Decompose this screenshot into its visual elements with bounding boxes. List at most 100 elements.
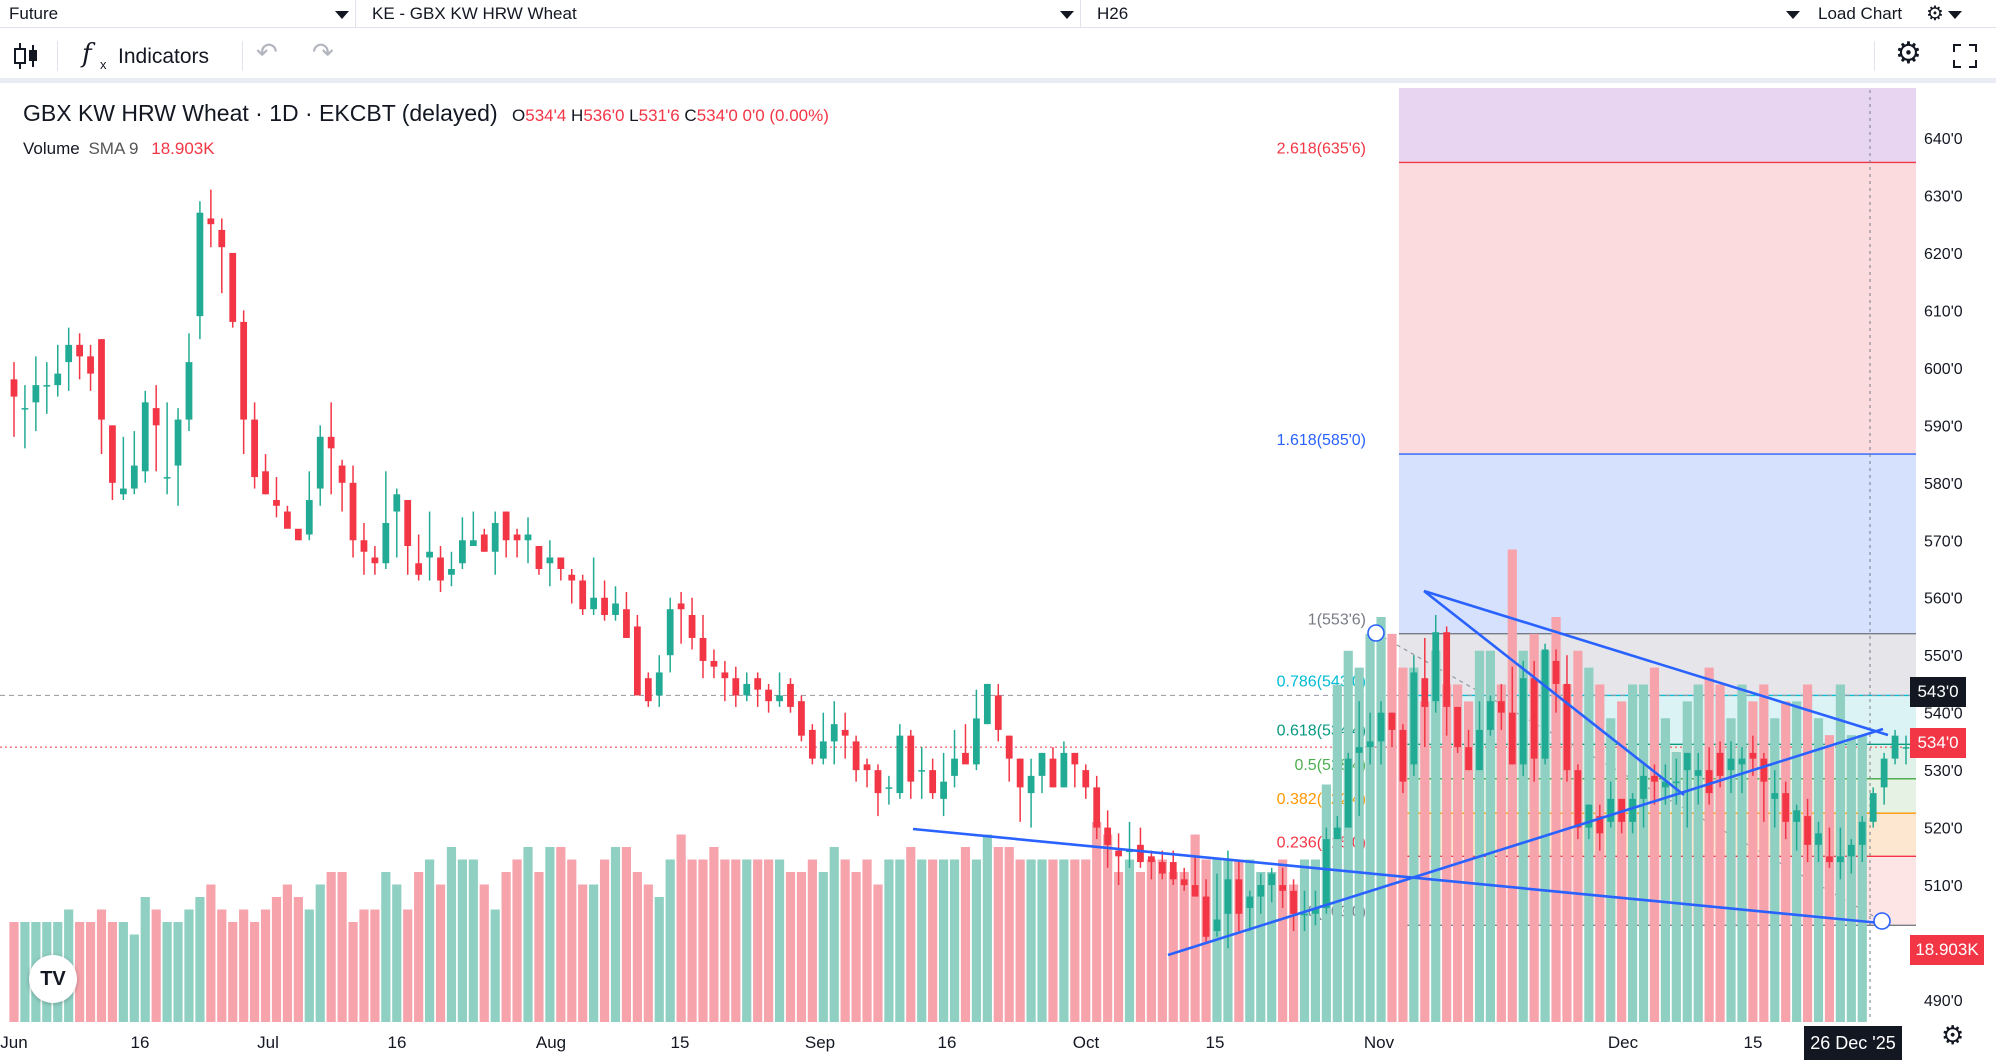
candle-body (590, 597, 598, 610)
redo-icon[interactable]: ↷ (312, 37, 334, 67)
candle-body (1224, 879, 1232, 914)
candle-body (623, 609, 630, 638)
candle-body (1694, 770, 1702, 776)
candle-body (1180, 879, 1188, 886)
candle-body (316, 436, 324, 489)
volume-bar (939, 859, 949, 1022)
chart-type-button[interactable] (12, 41, 40, 71)
candle-body (1268, 873, 1276, 886)
fib-level-label: 2.618(635'6) (1277, 140, 1366, 157)
change-value: 0'0 (0.00%) (742, 106, 829, 125)
price-tick-label: 630'0 (1924, 188, 1963, 205)
candle-body (940, 781, 947, 799)
candle-body (732, 678, 740, 696)
symbol-title: GBX KW HRW Wheat · 1D · EKCBT (delayed) (23, 100, 498, 126)
tradingview-logo[interactable]: TV (29, 955, 77, 1003)
volume-bar (785, 872, 796, 1022)
candle-body (218, 229, 226, 248)
candle-body (929, 770, 937, 794)
undo-icon[interactable]: ↶ (256, 37, 278, 67)
indicators-button[interactable]: f x Indicators (82, 37, 232, 75)
candle-body (1640, 775, 1647, 799)
symbol-select[interactable]: KE - GBX KW HRW Wheat (363, 0, 1081, 28)
volume-bar (1496, 684, 1506, 1022)
volume-bar (107, 922, 118, 1022)
candle-body (1421, 678, 1429, 707)
volume-bar (9, 922, 19, 1022)
contract-select[interactable]: H26 (1088, 0, 1806, 28)
volume-bar (162, 922, 172, 1022)
indicators-label: Indicators (118, 45, 210, 68)
volume-bar (1190, 834, 1200, 1022)
volume-bar (468, 859, 478, 1022)
volume-bar (1649, 667, 1660, 1022)
volume-bar (1474, 650, 1485, 1022)
candle-body (1060, 752, 1068, 788)
volume-bar (960, 847, 971, 1022)
candle-body (21, 408, 29, 410)
candle-body (76, 344, 84, 357)
volume-bar (556, 847, 566, 1022)
price-tick-label: 540'0 (1924, 706, 1963, 723)
axis-settings-icon[interactable]: ⚙ (1941, 1020, 1965, 1050)
volume-bar (949, 859, 960, 1022)
candle-body (1137, 844, 1144, 863)
candle-body (1333, 827, 1341, 840)
settings-icon[interactable]: ⚙ (1895, 37, 1922, 70)
candle-body (448, 569, 455, 575)
fib-level-label: 1(553'6) (1308, 612, 1366, 629)
candle-body (568, 574, 576, 581)
cursor-date-badge: 26 Dec '25 (1804, 1026, 1902, 1060)
volume-bar (282, 884, 293, 1022)
chart-settings-menu[interactable]: ⚙ (1926, 3, 1972, 25)
time-tick-label: Oct (1073, 1033, 1100, 1052)
candle-body (1727, 758, 1735, 771)
candle-body (1191, 885, 1199, 897)
volume-bar (1146, 859, 1156, 1022)
candle-body (1596, 816, 1604, 834)
candle-body (601, 597, 608, 615)
trendline (1167, 727, 1884, 957)
volume-bar (1660, 718, 1670, 1022)
candle-body (699, 637, 707, 661)
volume-bar (578, 884, 588, 1022)
volume-bar (764, 859, 774, 1022)
time-tick-label: Jul (257, 1033, 279, 1052)
volume-bar (1070, 859, 1080, 1022)
candle-body (1826, 856, 1833, 863)
symbol-select-value: KE - GBX KW HRW Wheat (372, 4, 577, 23)
volume-bar (862, 859, 872, 1022)
candle-body (1093, 787, 1101, 828)
volume-bar (1781, 701, 1791, 1022)
candle-body (819, 741, 827, 759)
volume-bar (753, 859, 763, 1022)
candle-body (1082, 770, 1090, 788)
load-chart-button[interactable]: Load Chart (1818, 4, 1903, 23)
candle-body (830, 724, 838, 742)
fullscreen-icon[interactable] (1952, 43, 1978, 69)
price-tick-label: 560'0 (1924, 591, 1963, 608)
volume-bar (873, 884, 883, 1022)
trendlines[interactable] (912, 589, 1891, 957)
fib-band (1399, 88, 1916, 163)
volume-bar (1179, 872, 1189, 1022)
low-value: 531'6 (638, 106, 680, 125)
volume-bar (457, 859, 467, 1022)
volume-bar (293, 897, 303, 1022)
candle-body (502, 511, 510, 541)
volume-bar (1398, 667, 1408, 1022)
candle-body (32, 385, 40, 403)
candle-body (152, 408, 160, 426)
fib-band (1399, 162, 1916, 455)
volume-bar (1157, 859, 1167, 1022)
type-select[interactable]: Future (0, 0, 356, 28)
volume-bar (993, 847, 1003, 1022)
volume-bar (96, 909, 107, 1022)
candle-body (1301, 913, 1308, 916)
volume-bar (392, 884, 402, 1022)
candle-body (1815, 833, 1822, 845)
candle-body (1508, 712, 1516, 765)
volume-bar (1529, 633, 1539, 1022)
candle-body (973, 718, 980, 765)
